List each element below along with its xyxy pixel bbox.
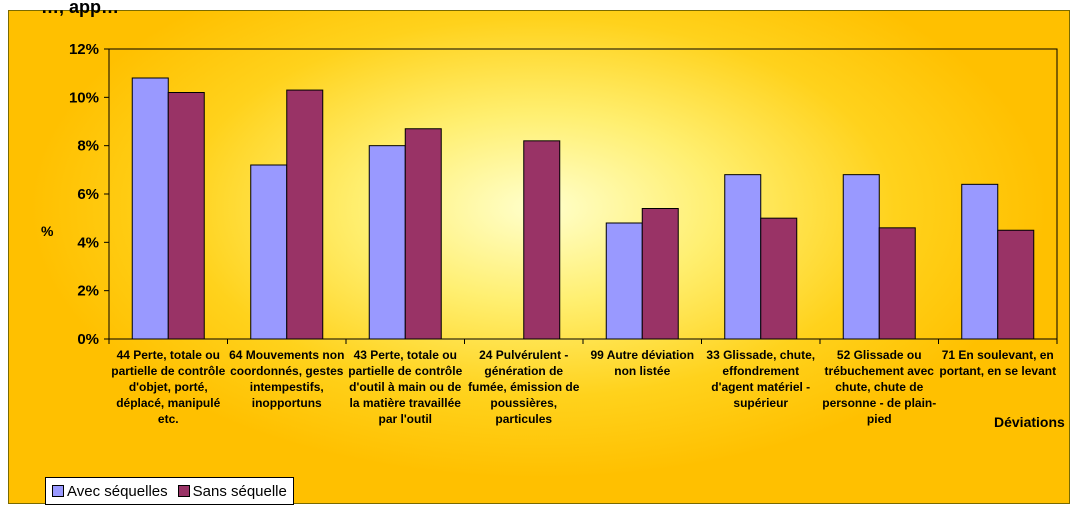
bar-avec-5	[724, 174, 762, 340]
legend-item-avec: Avec séquelles	[52, 483, 168, 500]
x-category-label: 24 Pulvérulent - génération de fumée, ém…	[468, 348, 580, 426]
legend-label-avec: Avec séquelles	[67, 482, 168, 500]
y-tick-label: 0%	[77, 331, 99, 348]
bar-sans-0	[167, 92, 205, 340]
bar-sans-3	[523, 140, 561, 340]
legend: Avec séquelles Sans séquelle	[45, 477, 294, 505]
bar-avec-0	[131, 77, 169, 340]
bar-avec-1	[250, 164, 288, 340]
y-tick-label: 8%	[77, 138, 99, 155]
chart-title-fragment: …, app…	[41, 0, 120, 17]
y-tick-label: 12%	[69, 41, 99, 58]
bar-sans-2	[404, 128, 442, 340]
bar-avec-7	[961, 183, 999, 340]
y-tick-label: 4%	[77, 234, 99, 251]
legend-item-sans: Sans séquelle	[177, 482, 287, 500]
x-category-label: 44 Perte, totale ou partielle de contrôl…	[111, 348, 226, 426]
x-category-label: 99 Autre déviation non listée	[590, 348, 695, 378]
legend-swatch-sans	[177, 485, 190, 497]
y-axis-label: %	[41, 223, 54, 239]
legend-label-sans: Sans séquelle	[192, 482, 287, 500]
y-tick-label: 2%	[77, 283, 99, 300]
bar-sans-7	[997, 229, 1035, 340]
bar-avec-6	[842, 174, 880, 340]
x-axis-title: Déviations	[994, 414, 1065, 430]
chart-area: …, app… 0% 2% 4% 6% 8% 10% 12% % Déviations 44…	[8, 0, 1070, 505]
x-category-label: 52 Glissade ou trébuchement avec chute, …	[822, 348, 937, 426]
bar-sans-4	[641, 208, 679, 340]
y-tick-label: 6%	[77, 186, 99, 203]
bar-sans-1	[286, 89, 324, 340]
bar-avec-2	[368, 145, 406, 340]
x-category-label: 33 Glissade, chute, effondrement d'agent…	[706, 348, 816, 410]
bar-chart: 0% 2% 4% 6% 8% 10% 12%	[69, 41, 1058, 348]
bar-sans-6	[878, 227, 916, 340]
y-tick-label: 10%	[69, 89, 99, 106]
legend-swatch-avec	[52, 485, 64, 497]
x-category-label: 64 Mouvements non coordonnés, gestes int…	[229, 348, 345, 410]
bar-avec-4	[605, 222, 643, 340]
bar-sans-5	[760, 217, 798, 340]
x-category-label: 43 Perte, totale ou partielle de contrôl…	[348, 348, 463, 426]
x-category-label: 71 En soulevant, en portant, en se levan…	[939, 348, 1057, 378]
